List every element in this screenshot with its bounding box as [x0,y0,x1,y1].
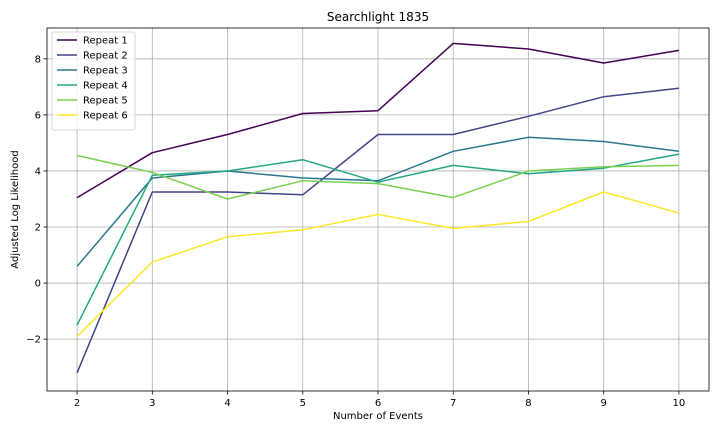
series-line-repeat-5 [76,154,679,200]
x-tick-label: 6 [375,398,381,409]
x-tick-label: 3 [149,398,155,409]
x-tick-label: 5 [300,398,306,409]
y-axis-ticks: −2 0 2 4 6 8 [26,54,47,346]
legend-entry-label: Repeat 4 [83,81,128,92]
y-tick-label: 2 [35,223,41,234]
legend-entry-label: Repeat 5 [83,96,128,107]
x-tick-label: 7 [450,398,456,409]
y-tick-label: 6 [35,110,41,121]
y-axis-label: Adjusted Log Likelihood [10,150,21,268]
legend-entry-label: Repeat 3 [83,66,128,77]
legend: Repeat 1 Repeat 2 Repeat 3 Repeat 4 Repeat 5… [51,31,136,131]
x-tick-label: 2 [74,398,80,409]
y-tick-label: 0 [35,279,41,290]
legend-box [51,31,136,131]
grid [47,28,709,391]
series-line-repeat-1 [76,42,680,199]
x-tick-label: 8 [525,398,531,409]
series-line-repeat-4 [76,153,680,326]
series-lines [76,42,680,374]
x-axis-label: Number of Events [333,411,423,422]
y-tick-label: 8 [35,54,41,65]
chart-title: Searchlight 1835 [327,10,429,24]
series-line-repeat-2 [76,87,679,374]
y-tick-label: 4 [35,166,41,177]
series-line-repeat-3 [76,136,679,267]
x-tick-label: 9 [600,398,606,409]
legend-entry-label: Repeat 2 [83,51,128,62]
y-tick-label: −2 [26,335,41,346]
x-tick-label: 10 [673,398,686,409]
series-line-repeat-6 [76,191,680,337]
legend-entry-label: Repeat 6 [83,111,128,122]
x-tick-label: 4 [224,398,230,409]
x-axis-ticks: 2 3 4 5 6 7 8 9 10 [74,391,685,409]
legend-entry-label: Repeat 1 [83,36,128,47]
